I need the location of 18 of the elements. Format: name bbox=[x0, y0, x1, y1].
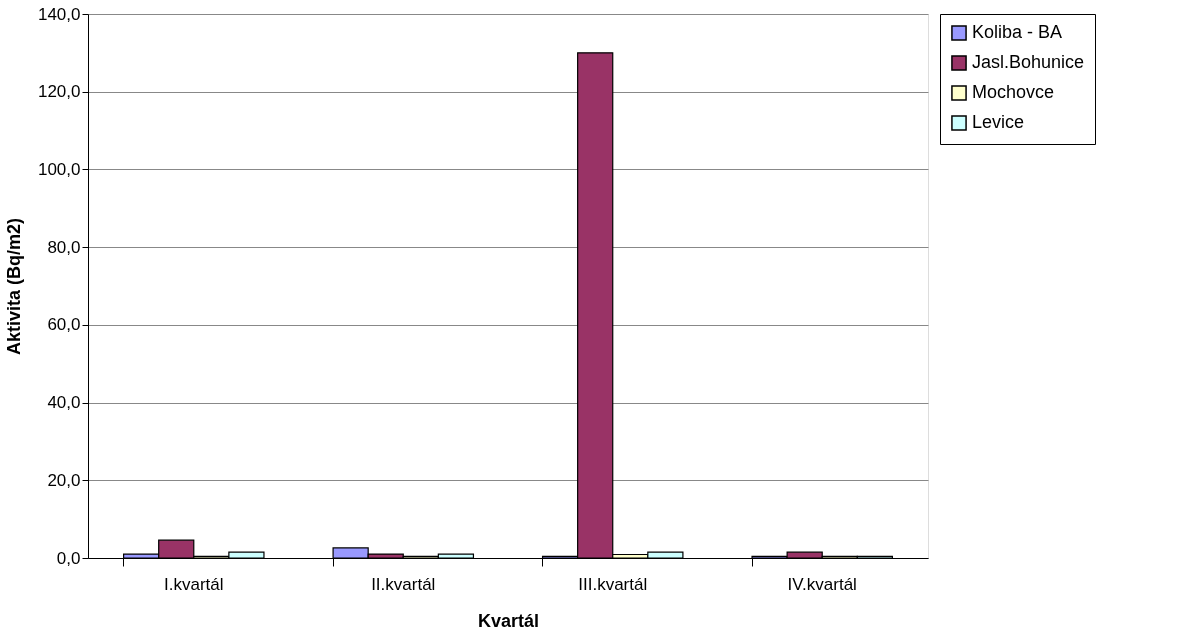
y-tick-label: 140,0 bbox=[37, 4, 81, 24]
y-tick-label: 100,0 bbox=[37, 159, 81, 179]
x-tick-label: I.kvartál bbox=[164, 574, 224, 594]
y-tick-label: 60,0 bbox=[47, 315, 81, 335]
legend-label: Koliba - BA bbox=[972, 22, 1063, 42]
legend-label: Mochovce bbox=[972, 82, 1055, 102]
x-tick-label: IV.kvartál bbox=[787, 574, 857, 594]
x-tick-label: III.kvartál bbox=[578, 574, 648, 594]
legend-label: Jasl.Bohunice bbox=[972, 52, 1085, 72]
y-tick-label: 20,0 bbox=[47, 470, 81, 490]
y-tick-label: 40,0 bbox=[47, 393, 81, 413]
x-axis-title: Kvartál bbox=[477, 610, 540, 631]
y-tick-label: 80,0 bbox=[47, 237, 81, 257]
y-axis-title: Aktivita (Bq/m2) bbox=[3, 217, 24, 356]
x-tick-label: II.kvartál bbox=[371, 574, 436, 594]
y-tick-label: 0,0 bbox=[56, 548, 81, 568]
y-tick-label: 120,0 bbox=[37, 82, 81, 102]
legend-label: Levice bbox=[972, 112, 1025, 132]
